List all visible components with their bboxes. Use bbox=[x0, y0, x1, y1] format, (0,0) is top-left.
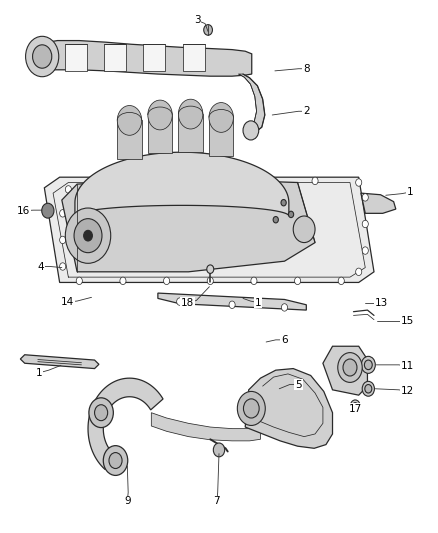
Circle shape bbox=[362, 193, 368, 201]
Circle shape bbox=[237, 391, 265, 425]
Text: 3: 3 bbox=[194, 15, 201, 26]
Circle shape bbox=[60, 263, 66, 270]
Text: 5: 5 bbox=[295, 379, 302, 390]
Circle shape bbox=[178, 99, 203, 129]
Circle shape bbox=[294, 277, 300, 285]
Circle shape bbox=[117, 106, 142, 135]
Circle shape bbox=[60, 236, 66, 244]
Bar bbox=[65, 44, 87, 71]
Circle shape bbox=[138, 177, 144, 184]
Polygon shape bbox=[158, 293, 306, 310]
Text: 13: 13 bbox=[375, 297, 388, 308]
Circle shape bbox=[74, 219, 102, 253]
Circle shape bbox=[204, 25, 212, 35]
Circle shape bbox=[76, 277, 82, 285]
Circle shape bbox=[268, 177, 275, 184]
Polygon shape bbox=[75, 152, 289, 216]
Circle shape bbox=[312, 177, 318, 184]
Circle shape bbox=[163, 277, 170, 285]
Text: 1: 1 bbox=[407, 187, 413, 197]
Circle shape bbox=[65, 185, 71, 193]
Circle shape bbox=[343, 359, 357, 376]
Text: 17: 17 bbox=[349, 404, 362, 414]
Circle shape bbox=[65, 208, 111, 263]
Text: 14: 14 bbox=[60, 297, 74, 307]
Circle shape bbox=[338, 353, 362, 382]
Circle shape bbox=[84, 230, 92, 241]
Circle shape bbox=[244, 399, 259, 418]
Circle shape bbox=[148, 100, 172, 130]
Circle shape bbox=[281, 199, 286, 206]
Circle shape bbox=[273, 216, 279, 223]
Circle shape bbox=[364, 360, 372, 369]
Text: 15: 15 bbox=[401, 316, 414, 326]
Polygon shape bbox=[323, 346, 367, 395]
Circle shape bbox=[362, 381, 374, 396]
Text: 8: 8 bbox=[303, 64, 310, 74]
Circle shape bbox=[60, 209, 66, 217]
Circle shape bbox=[177, 298, 183, 305]
Polygon shape bbox=[151, 413, 261, 441]
Polygon shape bbox=[42, 41, 252, 76]
Circle shape bbox=[350, 400, 360, 411]
Circle shape bbox=[338, 277, 344, 285]
Polygon shape bbox=[88, 378, 163, 470]
Polygon shape bbox=[148, 115, 172, 154]
Text: 9: 9 bbox=[124, 496, 131, 506]
Circle shape bbox=[95, 405, 108, 421]
Circle shape bbox=[288, 211, 293, 217]
Text: 1: 1 bbox=[36, 368, 42, 378]
Circle shape bbox=[207, 265, 214, 273]
Bar bbox=[104, 44, 126, 71]
Circle shape bbox=[109, 453, 122, 469]
Circle shape bbox=[356, 268, 362, 276]
Circle shape bbox=[243, 121, 259, 140]
Polygon shape bbox=[209, 117, 233, 156]
Circle shape bbox=[225, 177, 231, 184]
Circle shape bbox=[353, 402, 358, 409]
Text: 1: 1 bbox=[255, 297, 261, 308]
Circle shape bbox=[251, 277, 257, 285]
Circle shape bbox=[120, 277, 126, 285]
Text: 7: 7 bbox=[213, 496, 220, 506]
Polygon shape bbox=[361, 193, 396, 213]
Circle shape bbox=[293, 216, 315, 243]
Circle shape bbox=[361, 357, 375, 373]
Circle shape bbox=[365, 384, 372, 393]
Circle shape bbox=[209, 102, 233, 132]
Polygon shape bbox=[178, 114, 203, 152]
Bar bbox=[144, 44, 165, 71]
Circle shape bbox=[42, 203, 54, 218]
Text: 6: 6 bbox=[281, 335, 288, 345]
Circle shape bbox=[207, 277, 213, 285]
Circle shape bbox=[229, 301, 235, 309]
Circle shape bbox=[282, 304, 288, 311]
Text: 2: 2 bbox=[303, 106, 310, 116]
Circle shape bbox=[356, 179, 362, 186]
Circle shape bbox=[94, 177, 100, 184]
Polygon shape bbox=[117, 120, 142, 159]
Text: 12: 12 bbox=[401, 386, 414, 397]
Text: 18: 18 bbox=[181, 297, 194, 308]
Circle shape bbox=[25, 36, 59, 77]
Circle shape bbox=[213, 443, 225, 457]
Polygon shape bbox=[245, 368, 332, 448]
Circle shape bbox=[32, 45, 52, 68]
Circle shape bbox=[362, 247, 368, 254]
Text: 11: 11 bbox=[401, 361, 414, 372]
Circle shape bbox=[181, 177, 187, 184]
Circle shape bbox=[103, 446, 128, 475]
Circle shape bbox=[89, 398, 113, 427]
Circle shape bbox=[362, 220, 368, 228]
Text: 16: 16 bbox=[17, 206, 30, 216]
Text: 4: 4 bbox=[38, 262, 44, 271]
Polygon shape bbox=[20, 355, 99, 368]
Polygon shape bbox=[239, 74, 265, 133]
Polygon shape bbox=[44, 177, 374, 282]
Bar bbox=[183, 44, 205, 71]
Polygon shape bbox=[62, 179, 315, 272]
